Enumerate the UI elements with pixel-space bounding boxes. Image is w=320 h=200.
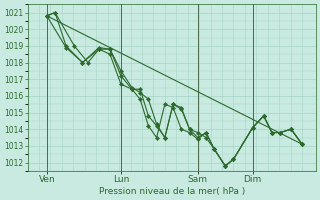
X-axis label: Pression niveau de la mer( hPa ): Pression niveau de la mer( hPa ) [99,187,245,196]
